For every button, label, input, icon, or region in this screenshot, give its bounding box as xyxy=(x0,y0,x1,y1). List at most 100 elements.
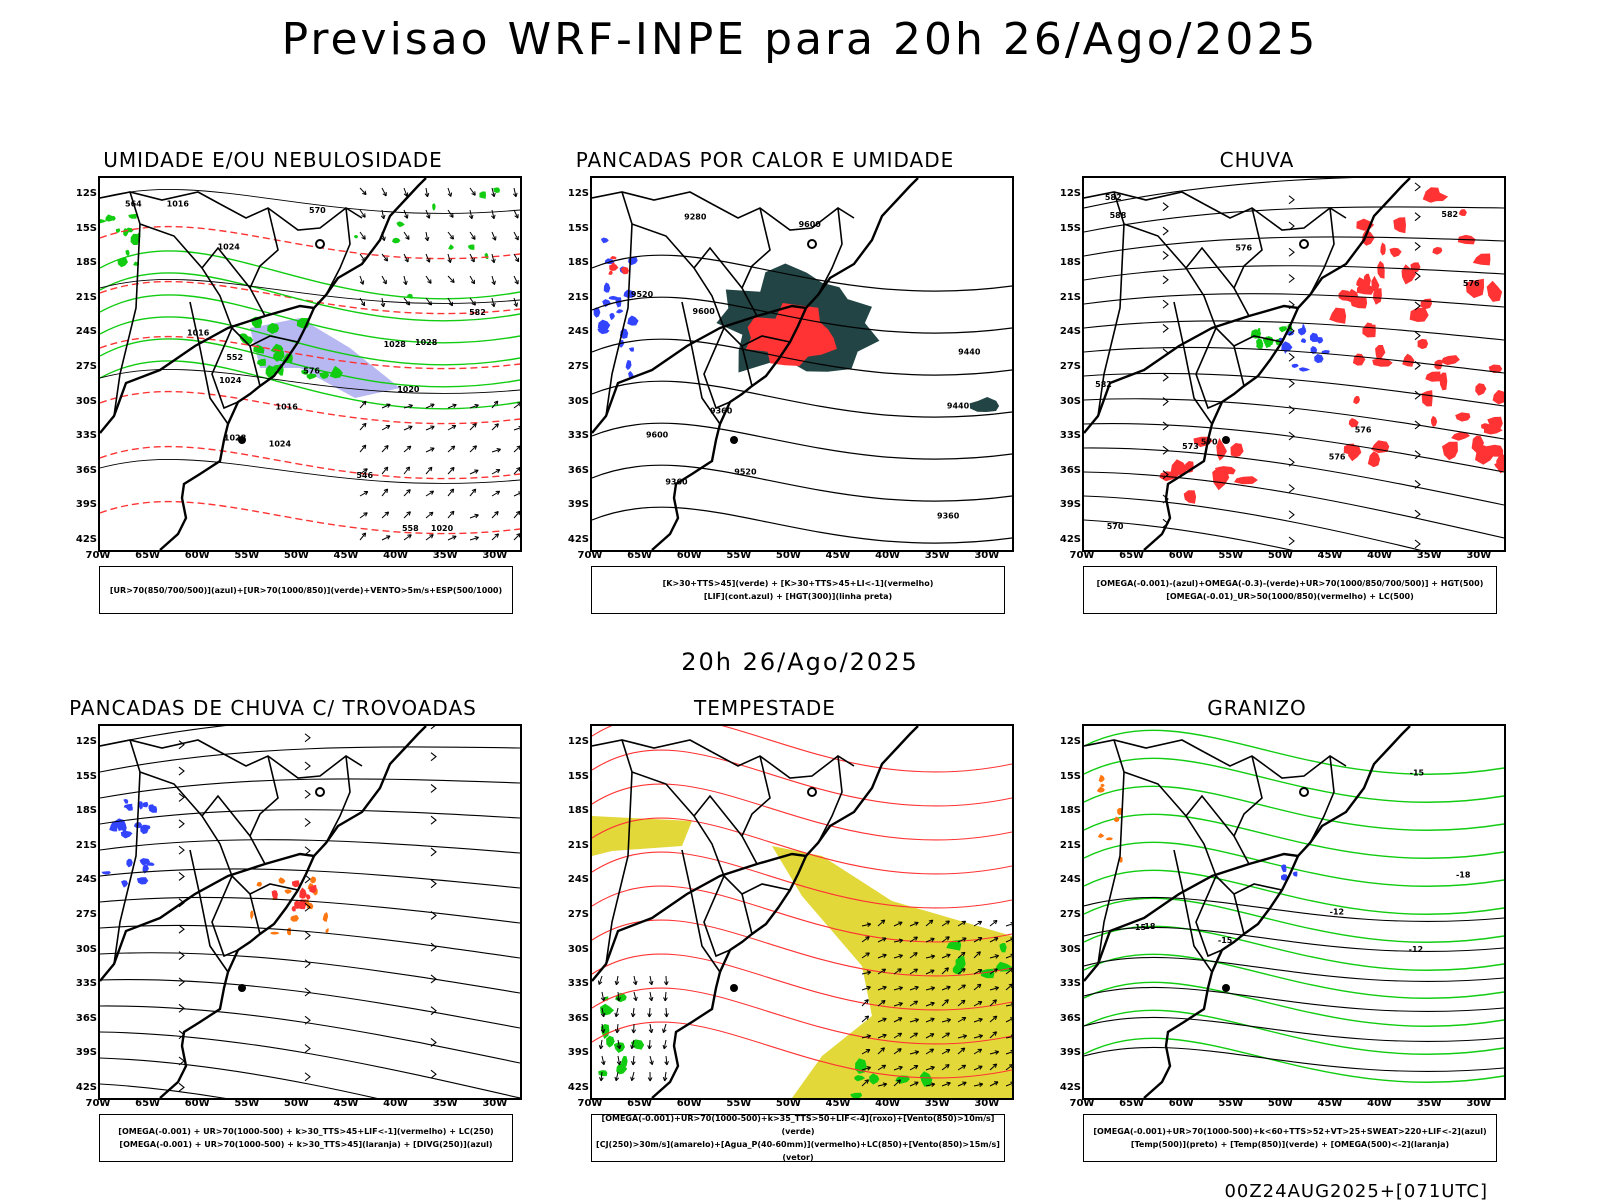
lat-tick-label: 36S xyxy=(67,1013,97,1024)
field-spot xyxy=(396,221,404,227)
lat-tick-label: 27S xyxy=(559,361,589,372)
lat-tick-label: 15S xyxy=(1051,771,1081,782)
state-border xyxy=(1204,752,1346,778)
panel-title: PANCADAS DE CHUVA C/ TROVOADAS xyxy=(43,696,503,720)
legend-line-1: [OMEGA(-0.001) + UR>70(1000-500) + k>30_… xyxy=(100,1125,512,1138)
lon-tick-label: 30W xyxy=(969,1098,1005,1109)
lat-tick-label: 30S xyxy=(1051,944,1081,955)
field-spot xyxy=(1389,248,1401,257)
field-spot xyxy=(272,890,278,899)
field-spot xyxy=(287,928,291,936)
lon-tick-label: 70W xyxy=(572,550,608,561)
lon-tick-label: 55W xyxy=(1213,550,1249,561)
contour-label: -18 xyxy=(1141,922,1156,931)
lat-tick-label: 27S xyxy=(559,909,589,920)
lat-tick-label: 24S xyxy=(1051,874,1081,885)
legend-line-1: [K>30+TTS>45](verde) + [K>30+TTS>45+LI<-… xyxy=(592,577,1004,590)
contour-label: 9600 xyxy=(646,431,669,440)
lat-tick-label: 12S xyxy=(67,736,97,747)
lat-tick-label: 21S xyxy=(1051,840,1081,851)
field-spot xyxy=(493,187,500,193)
lon-tick-label: 40W xyxy=(870,550,906,561)
coastline-south xyxy=(652,856,806,1098)
state-border xyxy=(694,796,742,836)
field-spot xyxy=(354,235,358,238)
lon-tick-label: 70W xyxy=(80,550,116,561)
lat-tick-label: 27S xyxy=(67,361,97,372)
hgt-isoline xyxy=(592,465,1012,501)
state-border xyxy=(1084,192,1204,204)
state-border xyxy=(1196,328,1222,408)
contour-label: 582 xyxy=(1441,210,1458,219)
contour-label: 9360 xyxy=(937,512,960,521)
state-border xyxy=(250,208,278,316)
field-spot xyxy=(1293,872,1298,877)
field-spot xyxy=(1212,467,1229,491)
map-tempestade xyxy=(590,724,1014,1100)
lat-tick-label: 39S xyxy=(67,499,97,510)
lon-tick-label: 45W xyxy=(328,550,364,561)
streamline xyxy=(100,726,520,746)
contour-label: 9520 xyxy=(734,467,757,476)
state-border xyxy=(1174,850,1212,972)
field-spot xyxy=(1380,242,1386,255)
lagoon-marker xyxy=(730,984,738,992)
field-spot xyxy=(1339,290,1351,301)
contour-label: 1016 xyxy=(187,329,210,338)
state-border xyxy=(232,876,260,934)
lat-tick-label: 21S xyxy=(559,292,589,303)
streamline-arrow xyxy=(431,726,436,729)
streamline-arrow xyxy=(1163,422,1168,430)
streamline-arrow xyxy=(431,848,436,856)
field-spot xyxy=(1292,364,1299,368)
lat-tick-label: 12S xyxy=(559,188,589,199)
field-spot xyxy=(1425,372,1441,382)
streamline-arrow xyxy=(431,880,436,888)
lon-tick-label: 55W xyxy=(721,550,757,561)
field-spot xyxy=(598,1070,607,1076)
map-granizo: -12-12-15-15-18-18-15 xyxy=(1082,724,1506,1100)
streamline-arrow xyxy=(1415,272,1420,280)
panel-title: UMIDADE E/OU NEBULOSIDADE xyxy=(43,148,503,172)
legend-line-2: [OMEGA(-0.01)_UR>50(1000/850)(vermelho) … xyxy=(1084,590,1496,603)
streamline-arrow xyxy=(1163,300,1168,308)
panel-legend: [OMEGA(-0.001)+UR>70(1000-500)+k>35_TTS>… xyxy=(591,1114,1005,1162)
temp500-isoline xyxy=(1084,1047,1504,1071)
lon-tick-label: 50W xyxy=(1262,1098,1298,1109)
thickness-isoline xyxy=(100,392,520,424)
streamline xyxy=(1084,237,1504,256)
streamline-arrow xyxy=(1289,275,1294,283)
lon-tick-label: 50W xyxy=(278,550,314,561)
field-spot xyxy=(1101,784,1105,787)
streamline-arrow xyxy=(305,847,310,855)
state-border xyxy=(130,192,232,328)
lat-tick-label: 42S xyxy=(1051,534,1081,545)
streamline xyxy=(100,747,520,772)
wind-vector xyxy=(514,492,520,496)
panel-title: GRANIZO xyxy=(1027,696,1487,720)
contour-label: 576 xyxy=(1463,279,1480,288)
lon-tick-label: 45W xyxy=(1312,550,1348,561)
state-border xyxy=(1174,302,1212,424)
lon-tick-label: 40W xyxy=(1362,550,1398,561)
field-spot xyxy=(629,347,634,351)
field-spot xyxy=(310,876,316,883)
lat-tick-label: 21S xyxy=(1051,292,1081,303)
lon-tick-label: 70W xyxy=(1064,550,1100,561)
lat-tick-label: 18S xyxy=(1051,805,1081,816)
field-spot xyxy=(1353,354,1366,366)
lat-tick-label: 21S xyxy=(559,840,589,851)
field-spot xyxy=(604,282,611,292)
lon-tick-label: 60W xyxy=(671,1098,707,1109)
field-spot xyxy=(1431,416,1437,427)
contour-label: -18 xyxy=(1456,870,1471,879)
panel-legend: [UR>70(850/700/500)](azul)+[UR>70(1000/8… xyxy=(99,566,513,614)
lon-tick-label: 50W xyxy=(770,1098,806,1109)
lon-tick-label: 70W xyxy=(572,1098,608,1109)
streamline-arrow xyxy=(1289,485,1294,493)
forecast-time-label: 20h 26/Ago/2025 xyxy=(0,648,1600,676)
field-spot xyxy=(1353,396,1360,404)
field-spot xyxy=(126,859,133,868)
lat-tick-label: 39S xyxy=(559,499,589,510)
field-spot xyxy=(1459,209,1467,216)
